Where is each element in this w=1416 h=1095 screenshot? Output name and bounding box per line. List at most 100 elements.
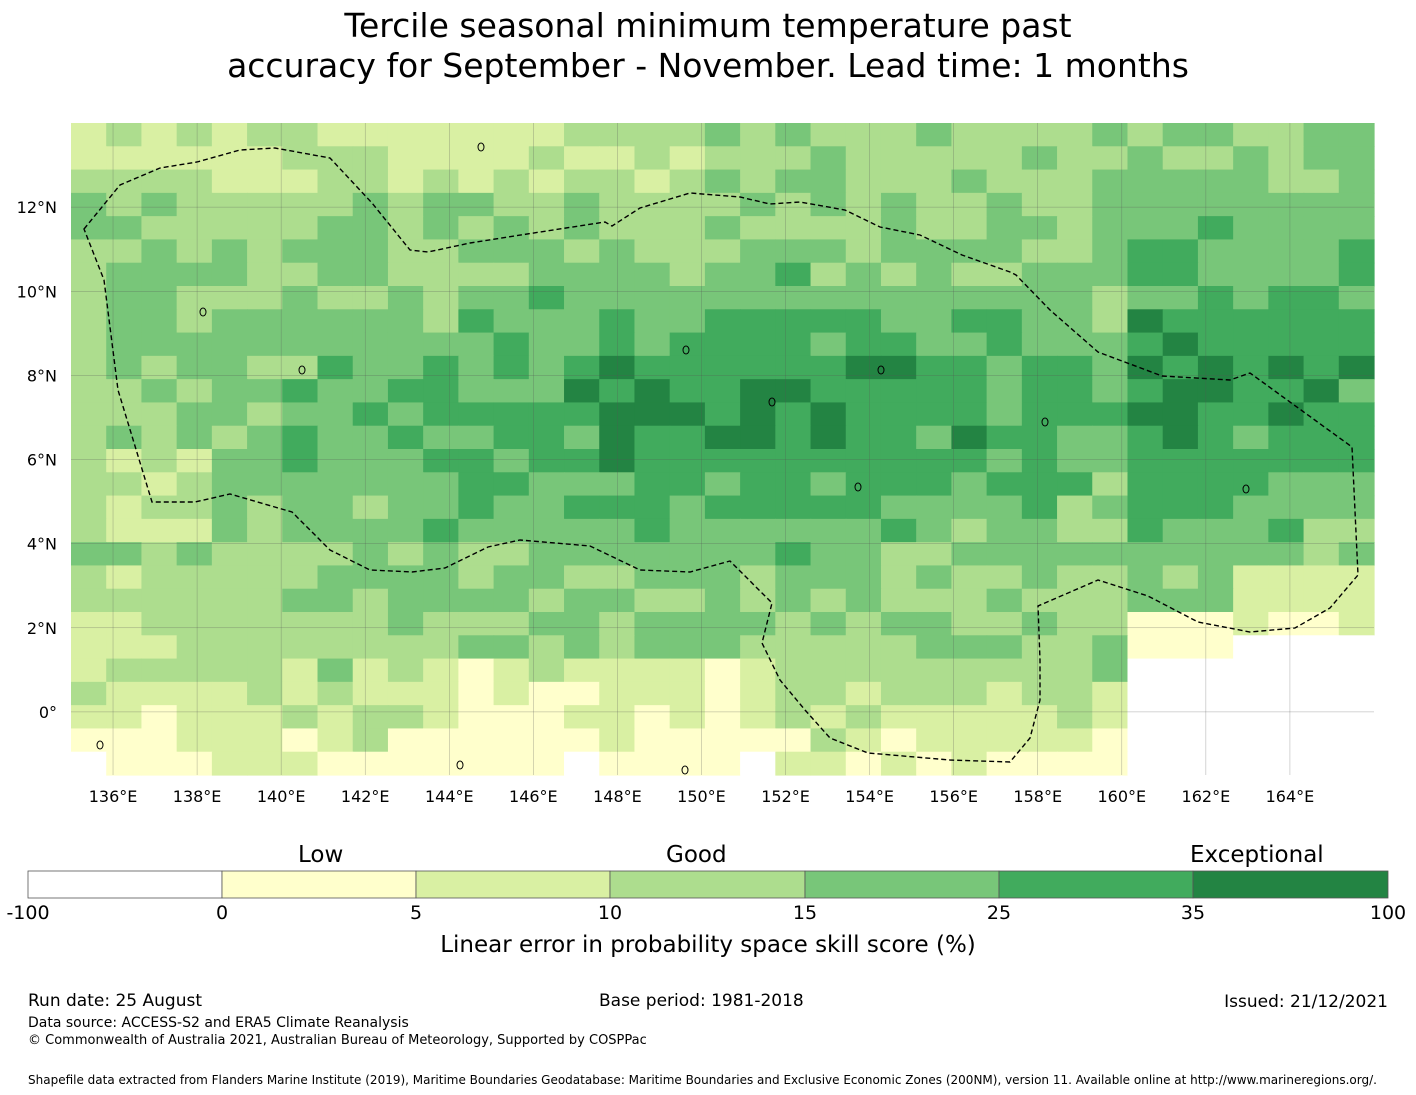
grid-cell [211, 449, 248, 473]
grid-cell [1197, 518, 1234, 543]
grid-cell [599, 169, 636, 194]
grid-cell [1338, 309, 1375, 334]
grid-cell [352, 239, 389, 264]
grid-cell [1162, 169, 1199, 194]
grid-cell [141, 123, 178, 147]
grid-cell [247, 612, 283, 636]
grid-cell [599, 658, 636, 683]
grid-cell [1092, 402, 1129, 427]
grid-cell [916, 472, 953, 497]
grid-cell [1092, 332, 1129, 357]
title-line-1: Tercile seasonal minimum temperature pas… [344, 6, 1072, 45]
grid-cell [634, 262, 671, 287]
grid-cell [986, 705, 1023, 730]
grid-cell [1057, 658, 1093, 683]
grid-cell [1021, 495, 1058, 520]
grid-cell [317, 169, 354, 194]
grid-cell [1303, 588, 1340, 613]
grid-cell [458, 169, 495, 194]
grid-cell [106, 449, 143, 473]
grid-cell [669, 612, 706, 636]
grid-cell [810, 518, 847, 543]
grid-cell [775, 425, 812, 450]
grid-cell [740, 402, 776, 427]
grid-cell [845, 449, 882, 473]
grid-cell [1233, 565, 1269, 590]
grid-cell [458, 751, 495, 776]
grid-cell [176, 123, 213, 147]
grid-cell [599, 751, 636, 776]
grid-cell [775, 681, 812, 706]
grid-cell [1303, 705, 1340, 730]
grid-cell [951, 495, 988, 520]
grid-cell [528, 123, 565, 147]
grid-cell [1127, 751, 1164, 776]
grid-cell [916, 612, 953, 636]
grid-cell [740, 751, 776, 776]
grid-cell [1233, 495, 1269, 520]
grid-cell [106, 588, 143, 613]
grid-cell [916, 425, 953, 450]
grid-cell [1268, 449, 1305, 473]
grid-cell [141, 635, 178, 660]
grid-cell [352, 169, 389, 194]
grid-cell [387, 286, 424, 310]
grid-cell [564, 402, 600, 427]
grid-cell [176, 635, 213, 660]
grid-cell [71, 169, 107, 194]
grid-cell [1303, 635, 1340, 660]
grid-cell [916, 658, 953, 683]
grid-cell [458, 635, 495, 660]
grid-cell [599, 216, 636, 241]
grid-cell [810, 286, 847, 310]
grid-cell [458, 146, 495, 171]
grid-cell [564, 332, 600, 357]
grid-cell [740, 309, 776, 334]
grid-cell [1197, 216, 1234, 241]
grid-cell [141, 681, 178, 706]
grid-cell [740, 449, 776, 473]
colorbar-swatch [804, 870, 1000, 899]
grid-cell [1303, 518, 1340, 543]
grid-cell [1162, 542, 1199, 567]
grid-cell [387, 588, 424, 613]
grid-cell [1338, 472, 1375, 497]
grid-cell [740, 542, 776, 567]
grid-cell [669, 751, 706, 776]
grid-cell [599, 612, 636, 636]
grid-cell [493, 332, 530, 357]
grid-cell [352, 635, 389, 660]
grid-cell [528, 542, 565, 567]
grid-cell [1338, 635, 1375, 660]
grid-cell [845, 146, 882, 171]
grid-cell [599, 635, 636, 660]
grid-cell [634, 379, 671, 404]
grid-cell [740, 588, 776, 613]
grid-cell [211, 658, 248, 683]
grid-cell [528, 425, 565, 450]
grid-cell [669, 286, 706, 310]
grid-cell [71, 239, 107, 264]
grid-cell [352, 495, 389, 520]
island-outline [298, 365, 306, 375]
grid-cell [1268, 379, 1305, 404]
grid-cell [352, 542, 389, 567]
grid-cell [1127, 705, 1164, 730]
grid-cell [810, 472, 847, 497]
grid-cell [1092, 379, 1129, 404]
grid-cell [247, 239, 283, 264]
grid-cell [1127, 146, 1164, 171]
grid-cell [740, 681, 776, 706]
grid-cell [211, 425, 248, 450]
colorbar-category-good: Good [666, 842, 727, 868]
grid-cell [880, 402, 917, 427]
grid-cell [387, 123, 424, 147]
grid-cell [704, 355, 741, 380]
grid-cell [211, 635, 248, 660]
grid-cell [528, 658, 565, 683]
grid-cell [1303, 449, 1340, 473]
grid-cell [1127, 635, 1164, 660]
grid-cell [634, 542, 671, 567]
grid-cell [916, 751, 953, 776]
grid-cell [528, 449, 565, 473]
